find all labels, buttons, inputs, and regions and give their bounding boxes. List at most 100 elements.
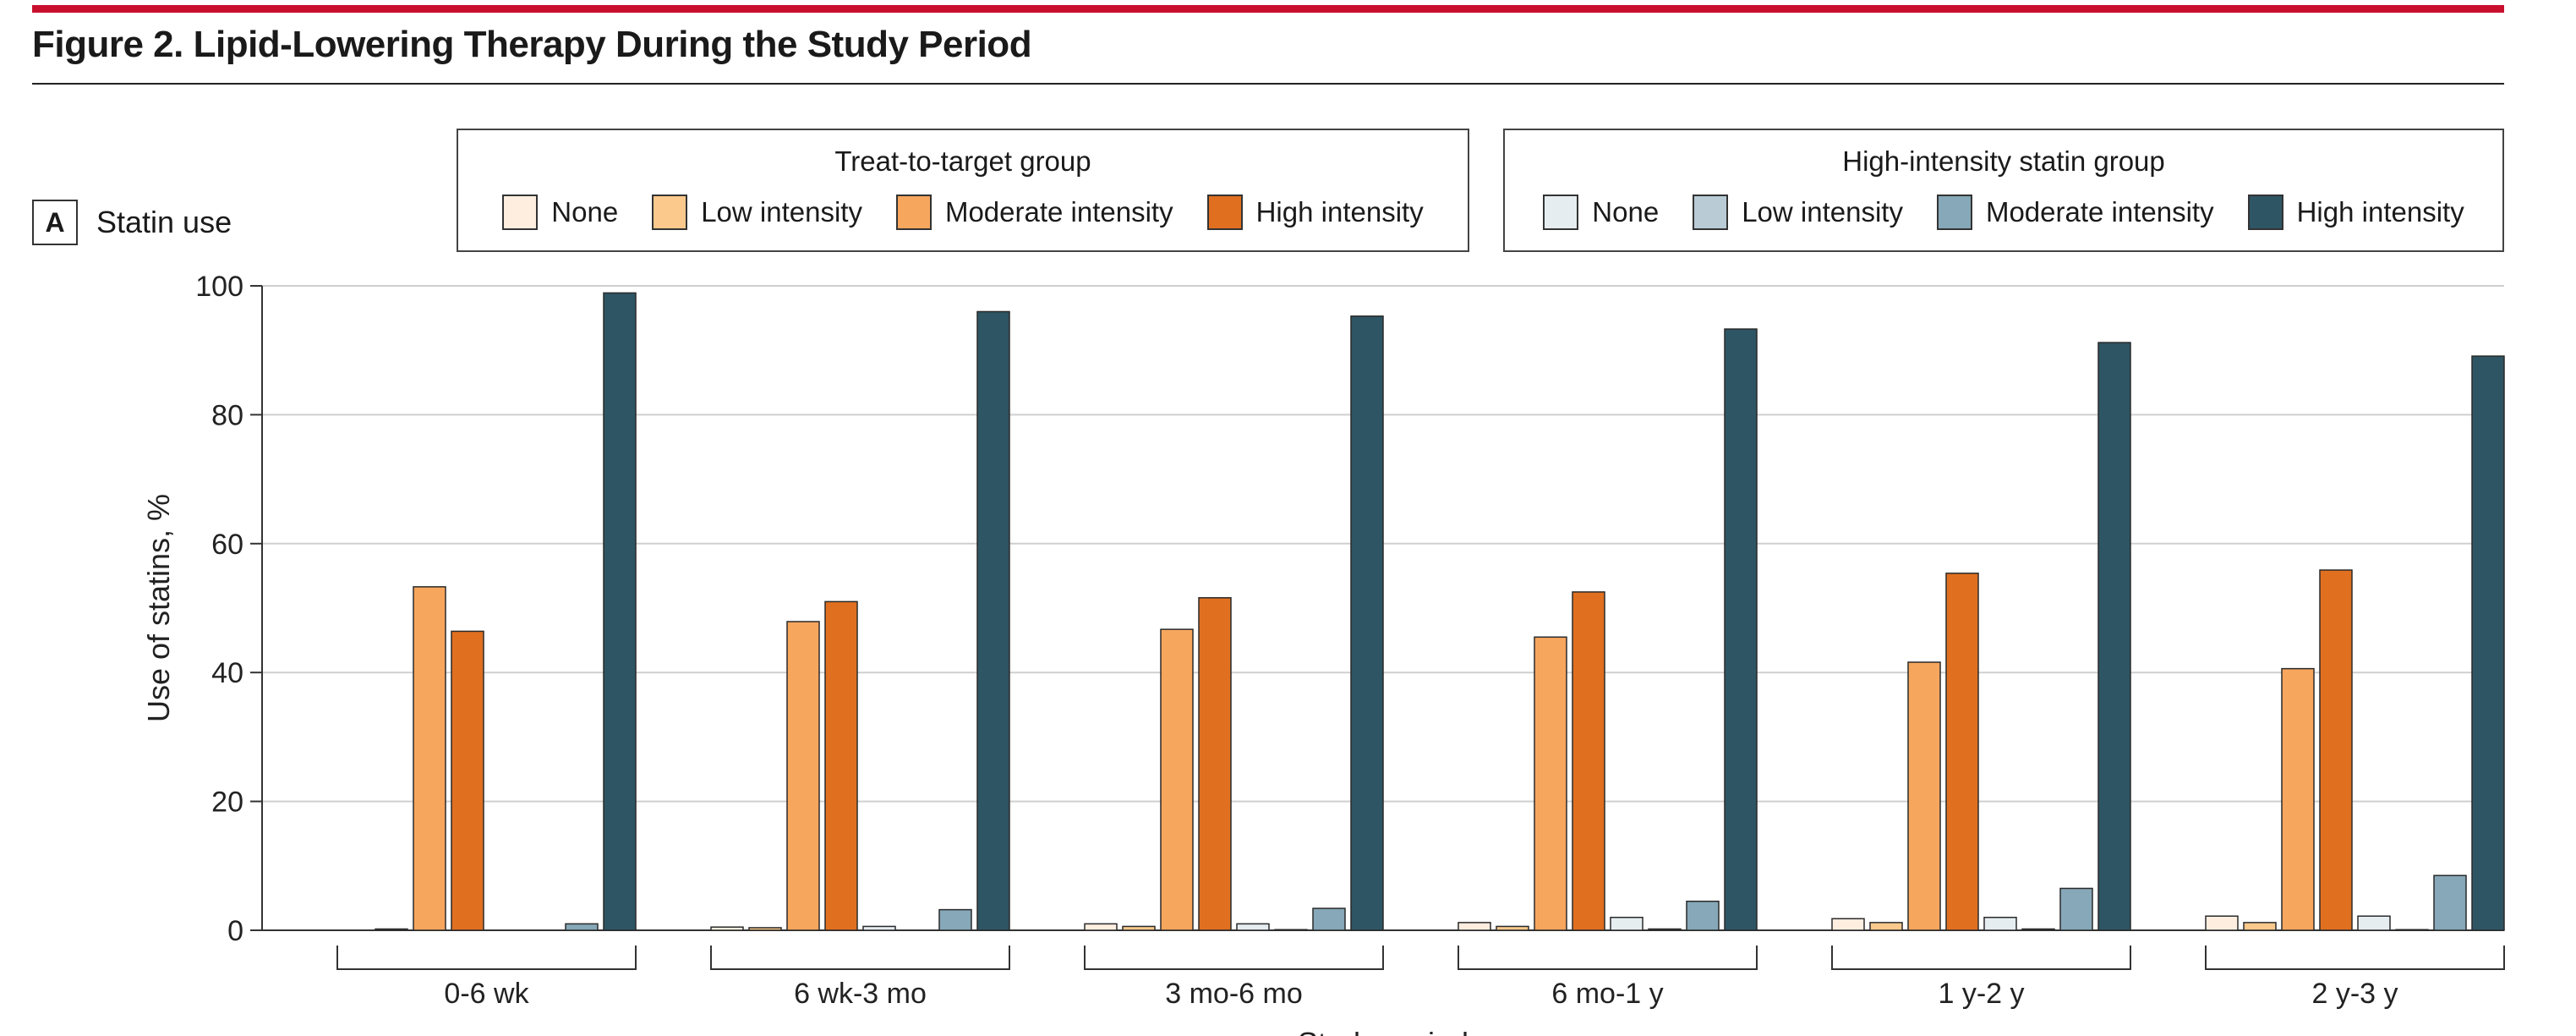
- legend-item-none: None: [1543, 195, 1659, 230]
- x-category-label: 6 mo-1 y: [1551, 978, 1663, 1010]
- panel-letter-badge: A: [32, 200, 78, 245]
- bar: [1686, 900, 1720, 931]
- category-bracket: [336, 946, 637, 970]
- bar: [824, 600, 858, 931]
- legend-item-low-intensity: Low intensity: [1693, 195, 1903, 230]
- bar: [1648, 928, 1682, 931]
- bar: [2097, 342, 2131, 931]
- category-bracket: [2205, 946, 2505, 970]
- legend-label: Low intensity: [701, 196, 862, 227]
- legend-label: None: [551, 196, 619, 227]
- bar: [2319, 569, 2353, 931]
- legend-label: Moderate intensity: [1985, 196, 2214, 227]
- bar: [2205, 915, 2239, 931]
- bar: [2059, 887, 2093, 931]
- category-bracket: [710, 946, 1010, 970]
- bar: [1122, 925, 1156, 931]
- y-tick-label: 60: [211, 529, 243, 561]
- legend-swatch: [2247, 195, 2283, 230]
- legend-label: None: [1592, 196, 1660, 227]
- y-tick-label: 20: [211, 787, 243, 819]
- bar: [1496, 925, 1529, 931]
- bar: [413, 586, 446, 931]
- legend-label: Low intensity: [1742, 196, 1903, 227]
- bar: [2471, 355, 2505, 931]
- category-bracket: [1084, 946, 1384, 970]
- bar: [2357, 915, 2391, 931]
- bar: [710, 926, 744, 931]
- bar: [1907, 661, 1941, 931]
- bar: [1572, 591, 1605, 931]
- bar: [1945, 573, 1979, 931]
- legend-items: None Low intensity Moderate intensity Hi…: [458, 195, 1468, 230]
- x-axis-label: Study period: [1298, 1026, 1468, 1036]
- y-tick-label: 80: [211, 399, 243, 431]
- panel-label: A Statin use: [32, 200, 232, 245]
- legend-high-intensity-statin: High-intensity statin group None Low int…: [1503, 129, 2504, 252]
- y-tick-label: 0: [227, 915, 243, 947]
- bar: [862, 925, 896, 931]
- bar: [375, 928, 408, 931]
- bar: [2243, 922, 2277, 931]
- legend-item-moderate-intensity: Moderate intensity: [1936, 195, 2214, 230]
- bar: [1534, 636, 1567, 931]
- legend-swatch: [895, 195, 932, 230]
- category-bracket: [1458, 946, 1758, 970]
- header-accent-rule: [32, 5, 2504, 13]
- y-axis-label: Use of statins, %: [141, 494, 176, 722]
- bar: [1983, 917, 2017, 931]
- legend-swatch: [502, 195, 539, 230]
- legend-item-low-intensity: Low intensity: [652, 195, 862, 230]
- panel-title: Statin use: [96, 205, 232, 239]
- bar: [1084, 923, 1118, 931]
- legend-swatch: [1936, 195, 1972, 230]
- figure-title: Figure 2. Lipid-Lowering Therapy During …: [32, 24, 1032, 65]
- y-tick-label: 40: [211, 657, 243, 689]
- legend-swatch: [1543, 195, 1579, 230]
- legend-label: High intensity: [1255, 196, 1424, 227]
- title-divider: [32, 83, 2504, 85]
- bar: [603, 292, 637, 931]
- bar: [1869, 922, 1903, 931]
- x-category-label: 3 mo-6 mo: [1165, 978, 1303, 1010]
- bar: [2281, 667, 2315, 931]
- bar: [451, 630, 484, 931]
- legend-title: High-intensity statin group: [1842, 145, 2165, 177]
- x-category-label: 2 y-3 y: [2311, 978, 2398, 1010]
- legend-item-none: None: [502, 195, 618, 230]
- legend-item-high-intensity: High intensity: [2247, 195, 2464, 230]
- bar: [1198, 597, 1232, 931]
- bar: [565, 923, 599, 931]
- bar: [786, 621, 820, 931]
- bar: [1831, 918, 1865, 931]
- legend-label: Moderate intensity: [944, 196, 1173, 227]
- legend-treat-to-target: Treat-to-target group None Low intensity…: [457, 129, 1469, 252]
- bar: [1236, 923, 1270, 931]
- legend-label: High intensity: [2296, 196, 2464, 227]
- bar: [2395, 929, 2429, 931]
- bar: [1312, 907, 1346, 931]
- bar: [2433, 874, 2467, 931]
- bar: [938, 908, 972, 931]
- bar: [1160, 628, 1194, 931]
- legend-title: Treat-to-target group: [834, 145, 1091, 177]
- bar: [2021, 928, 2055, 931]
- legend-swatch: [652, 195, 688, 230]
- legend-swatch: [1206, 195, 1243, 230]
- category-bracket: [1831, 946, 2131, 970]
- legend-item-moderate-intensity: Moderate intensity: [895, 195, 1173, 230]
- y-tick-label: 100: [195, 271, 243, 303]
- legend-item-high-intensity: High intensity: [1206, 195, 1424, 230]
- bar: [1350, 315, 1384, 931]
- legend-swatch: [1693, 195, 1729, 230]
- bar: [976, 310, 1010, 931]
- bar: [1458, 922, 1491, 931]
- bar: [1274, 929, 1308, 931]
- bar: [1610, 917, 1643, 931]
- bar: [748, 927, 782, 931]
- legend-items: None Low intensity Moderate intensity Hi…: [1505, 195, 2502, 230]
- x-category-label: 0-6 wk: [444, 978, 529, 1010]
- bar: [1724, 328, 1758, 931]
- x-category-label: 6 wk-3 mo: [794, 978, 927, 1010]
